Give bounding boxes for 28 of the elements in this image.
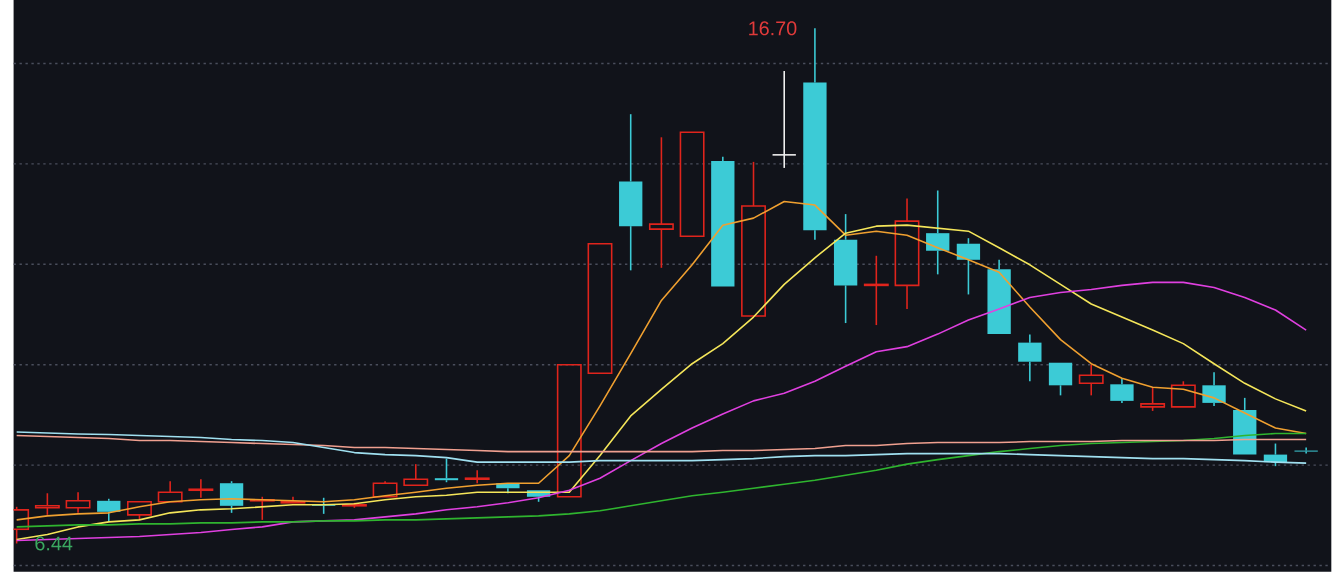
candlestick (157, 480, 183, 503)
candlestick (926, 189, 950, 276)
candlestick (556, 363, 582, 498)
candlestick (987, 258, 1011, 335)
candlestick (894, 197, 920, 310)
candlestick (97, 497, 121, 523)
candlestick (679, 131, 705, 237)
candlestick (464, 469, 490, 484)
candlestick (1018, 333, 1042, 383)
candlestick (65, 491, 91, 514)
candlestick (188, 478, 214, 499)
candlestick (741, 161, 766, 317)
candlestick (648, 136, 674, 269)
candlestick (619, 113, 643, 272)
candlestick (1078, 363, 1104, 397)
candlestick (711, 156, 735, 287)
candlestick (863, 254, 889, 326)
candlestick (403, 463, 429, 486)
candlestick (1202, 371, 1226, 407)
annotation: 6.44 (35, 536, 73, 551)
candlestick (1294, 446, 1318, 455)
candlestick (771, 70, 797, 169)
candlestick (833, 213, 858, 324)
candlestick (803, 27, 827, 241)
candlestick (587, 242, 613, 374)
candlestick (1233, 397, 1257, 455)
annotation: 16.70 (749, 21, 797, 36)
candlestick (1110, 377, 1134, 404)
